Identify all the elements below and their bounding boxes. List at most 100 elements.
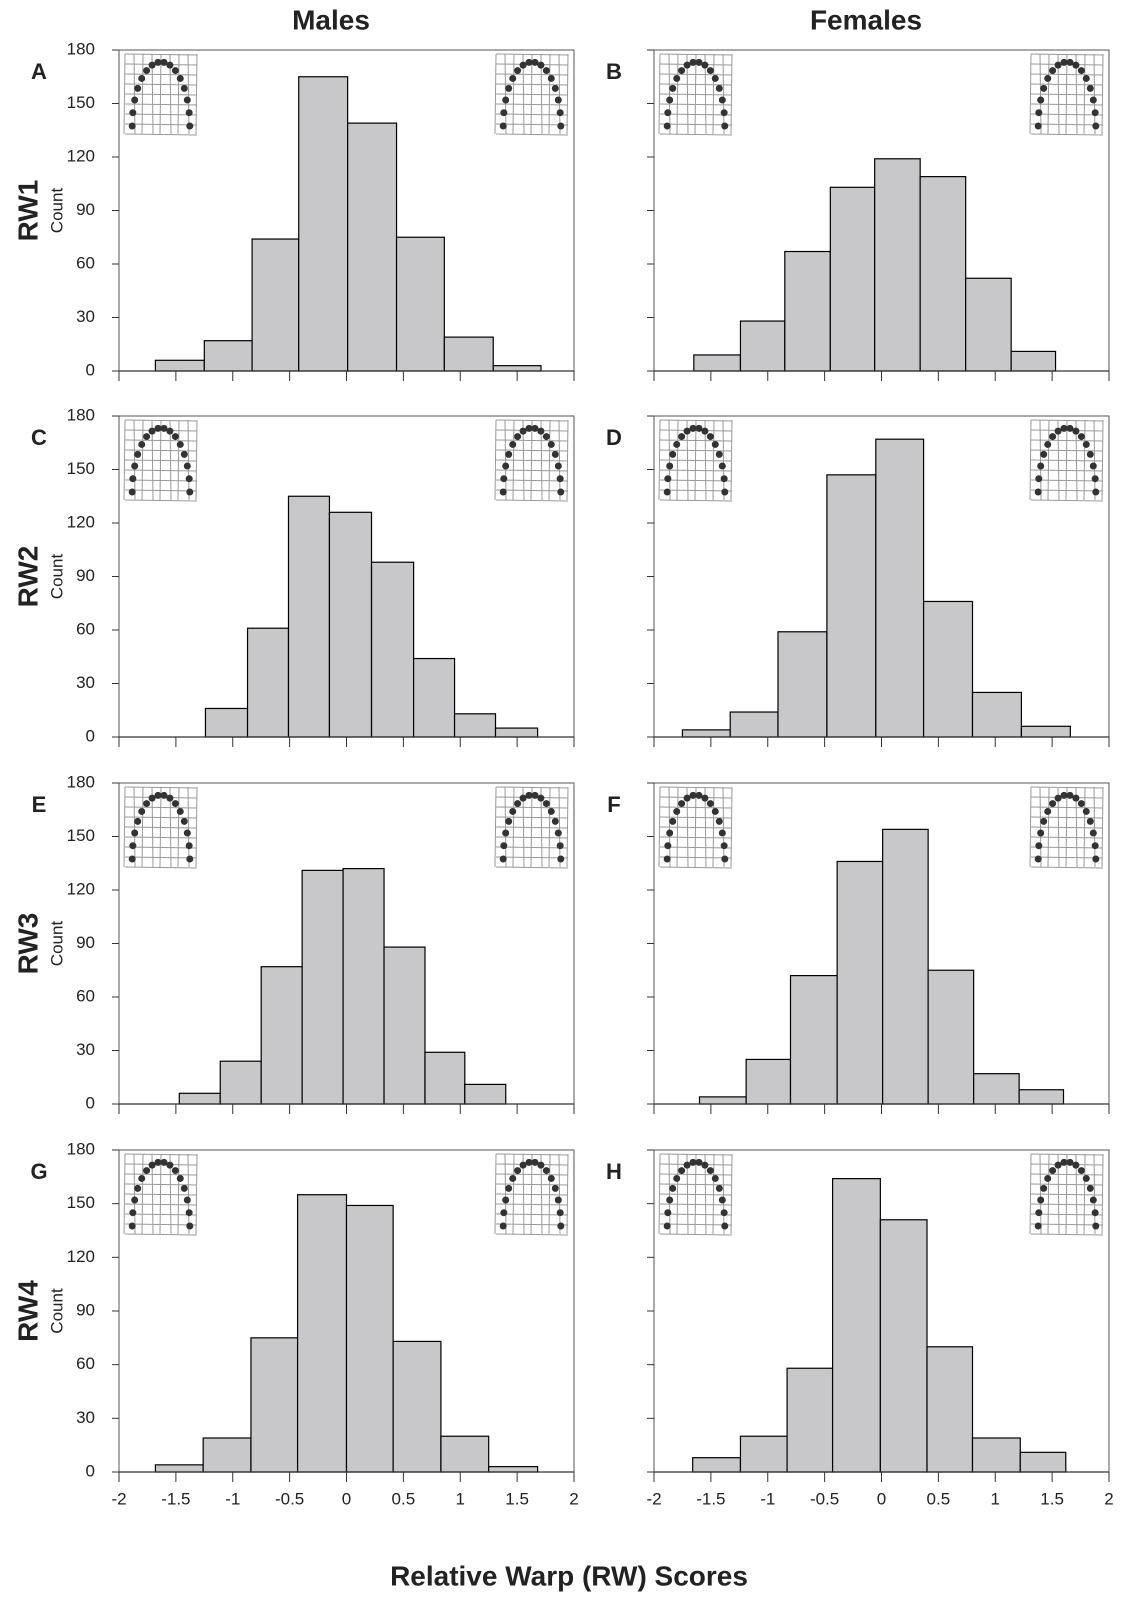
warp-grid-line <box>495 1193 569 1196</box>
landmark-dot <box>499 488 507 496</box>
warp-grid-line <box>659 826 733 829</box>
landmark-dot <box>180 817 188 825</box>
landmark-dot <box>1089 96 1097 104</box>
warp-grid-line <box>1093 419 1096 501</box>
landmark-dot <box>1035 475 1043 483</box>
landmark-dot <box>1091 1209 1099 1217</box>
bar <box>345 1204 394 1473</box>
bar <box>203 340 253 372</box>
landmark-dot <box>186 488 194 496</box>
landmark-dot <box>154 58 162 66</box>
bar <box>745 1058 792 1105</box>
landmark-dot <box>678 800 686 808</box>
warp-grid-line <box>659 846 733 849</box>
landmark-dot <box>500 1209 508 1217</box>
warp-grid-icon <box>123 1153 198 1236</box>
warp-grid-line <box>124 113 198 116</box>
bar <box>202 1437 252 1473</box>
bar <box>971 1437 1021 1473</box>
panel-letter: B <box>606 59 622 84</box>
x-tick-label: 0 <box>342 1489 351 1508</box>
bar <box>875 438 925 738</box>
landmark-dot <box>663 855 671 863</box>
landmark-dot <box>166 794 174 802</box>
warp-grid-icon <box>494 1153 569 1236</box>
landmark-dot <box>185 1209 193 1217</box>
y-tick-label: 120 <box>67 1247 95 1266</box>
y-tick-label: 180 <box>67 1139 95 1158</box>
warp-grid-line <box>123 53 126 135</box>
warp-grid-line <box>659 1193 733 1196</box>
warp-grid-line <box>495 1223 569 1226</box>
landmark-dot <box>678 67 686 75</box>
landmark-dot <box>1034 855 1042 863</box>
landmark-dot <box>1092 488 1100 496</box>
warp-grid-line <box>195 786 198 868</box>
warp-grid-line <box>495 856 569 859</box>
x-tick-label: 0.5 <box>927 1489 951 1508</box>
landmark-dot <box>666 1196 674 1204</box>
y-tick-label: 150 <box>67 1193 95 1212</box>
landmark-dot <box>1086 450 1094 458</box>
warp-grid-line <box>1030 856 1104 859</box>
bar <box>831 1178 881 1473</box>
landmark-dot <box>138 74 146 82</box>
warp-grid-line <box>123 1153 126 1235</box>
y-tick-label: 120 <box>67 512 95 531</box>
warp-grid-line <box>658 419 661 501</box>
landmark-dot <box>720 842 728 850</box>
warp-grid-line <box>495 123 569 126</box>
landmark-dot <box>1082 807 1090 815</box>
warp-grid-line <box>495 836 569 839</box>
landmark-dot <box>554 96 562 104</box>
y-tick-label: 180 <box>67 405 95 424</box>
landmark-dot <box>1040 84 1048 92</box>
landmark-dot <box>663 122 671 130</box>
landmark-dot <box>128 1222 136 1230</box>
landmark-dot <box>701 1161 709 1169</box>
y-axis-title: Count <box>47 921 66 967</box>
landmark-dot <box>706 800 714 808</box>
warp-grid-line <box>1030 1193 1104 1196</box>
bar <box>424 1051 466 1105</box>
warp-grid-line <box>659 1213 733 1216</box>
y-tick-label: 150 <box>67 459 95 478</box>
warp-grid-line <box>124 459 198 462</box>
landmark-dot <box>1072 61 1080 69</box>
warp-grid-line <box>124 93 198 96</box>
y-tick-label: 90 <box>76 1300 95 1319</box>
landmark-dot <box>542 67 550 75</box>
bar <box>298 76 349 372</box>
landmark-dot <box>683 61 691 69</box>
warp-grid-line <box>730 1153 733 1235</box>
landmark-dot <box>505 1184 513 1192</box>
landmark-dot <box>718 96 726 104</box>
warp-grid-icon <box>658 419 733 502</box>
warp-grid-icon <box>494 786 569 869</box>
landmark-dot <box>695 424 703 432</box>
warp-grid-line <box>124 846 198 849</box>
landmark-dot <box>129 475 137 483</box>
landmark-dot <box>499 1222 507 1230</box>
x-tick-label: 1.5 <box>1040 1489 1064 1508</box>
landmark-dot <box>1034 488 1042 496</box>
landmark-dot <box>131 96 139 104</box>
warp-grid-line <box>123 786 126 868</box>
landmark-dot <box>176 74 184 82</box>
landmark-dot <box>721 488 729 496</box>
landmark-dot <box>557 855 565 863</box>
warp-grid-line <box>495 103 569 106</box>
landmark-dot <box>666 829 674 837</box>
landmark-dot <box>1044 440 1052 448</box>
landmark-dot <box>500 109 508 117</box>
bar <box>443 336 494 372</box>
landmark-dot <box>185 109 193 117</box>
landmark-dot <box>1077 67 1085 75</box>
landmark-dot <box>678 1167 686 1175</box>
warp-grid-line <box>495 113 569 116</box>
landmark-dot <box>554 829 562 837</box>
landmark-dot <box>1040 817 1048 825</box>
landmark-dot <box>129 842 137 850</box>
landmark-dot <box>664 475 672 483</box>
